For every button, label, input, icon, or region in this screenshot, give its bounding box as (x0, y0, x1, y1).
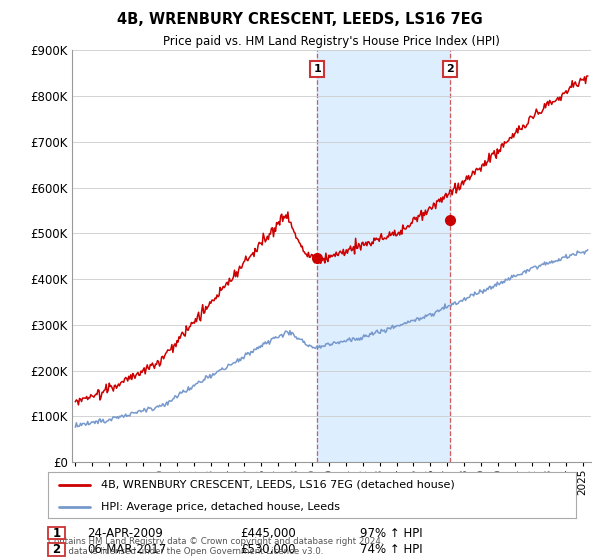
Text: 74% ↑ HPI: 74% ↑ HPI (360, 543, 422, 556)
Bar (317, 50, 450, 462)
Text: Contains HM Land Registry data © Crown copyright and database right 2024.
This d: Contains HM Land Registry data © Crown c… (48, 536, 383, 556)
Text: £530,000: £530,000 (240, 543, 296, 556)
Title: Price paid vs. HM Land Registry's House Price Index (HPI): Price paid vs. HM Land Registry's House … (163, 35, 500, 48)
Text: 2: 2 (446, 64, 454, 74)
Text: 97% ↑ HPI: 97% ↑ HPI (360, 526, 422, 540)
Text: 1: 1 (313, 64, 321, 74)
Text: 2: 2 (52, 543, 61, 556)
Text: 06-MAR-2017: 06-MAR-2017 (87, 543, 166, 556)
Text: 1: 1 (52, 526, 61, 540)
Text: HPI: Average price, detached house, Leeds: HPI: Average price, detached house, Leed… (101, 502, 340, 512)
Text: 24-APR-2009: 24-APR-2009 (87, 526, 163, 540)
Text: £445,000: £445,000 (240, 526, 296, 540)
Text: 4B, WRENBURY CRESCENT, LEEDS, LS16 7EG: 4B, WRENBURY CRESCENT, LEEDS, LS16 7EG (117, 12, 483, 27)
Text: 4B, WRENBURY CRESCENT, LEEDS, LS16 7EG (detached house): 4B, WRENBURY CRESCENT, LEEDS, LS16 7EG (… (101, 479, 455, 489)
